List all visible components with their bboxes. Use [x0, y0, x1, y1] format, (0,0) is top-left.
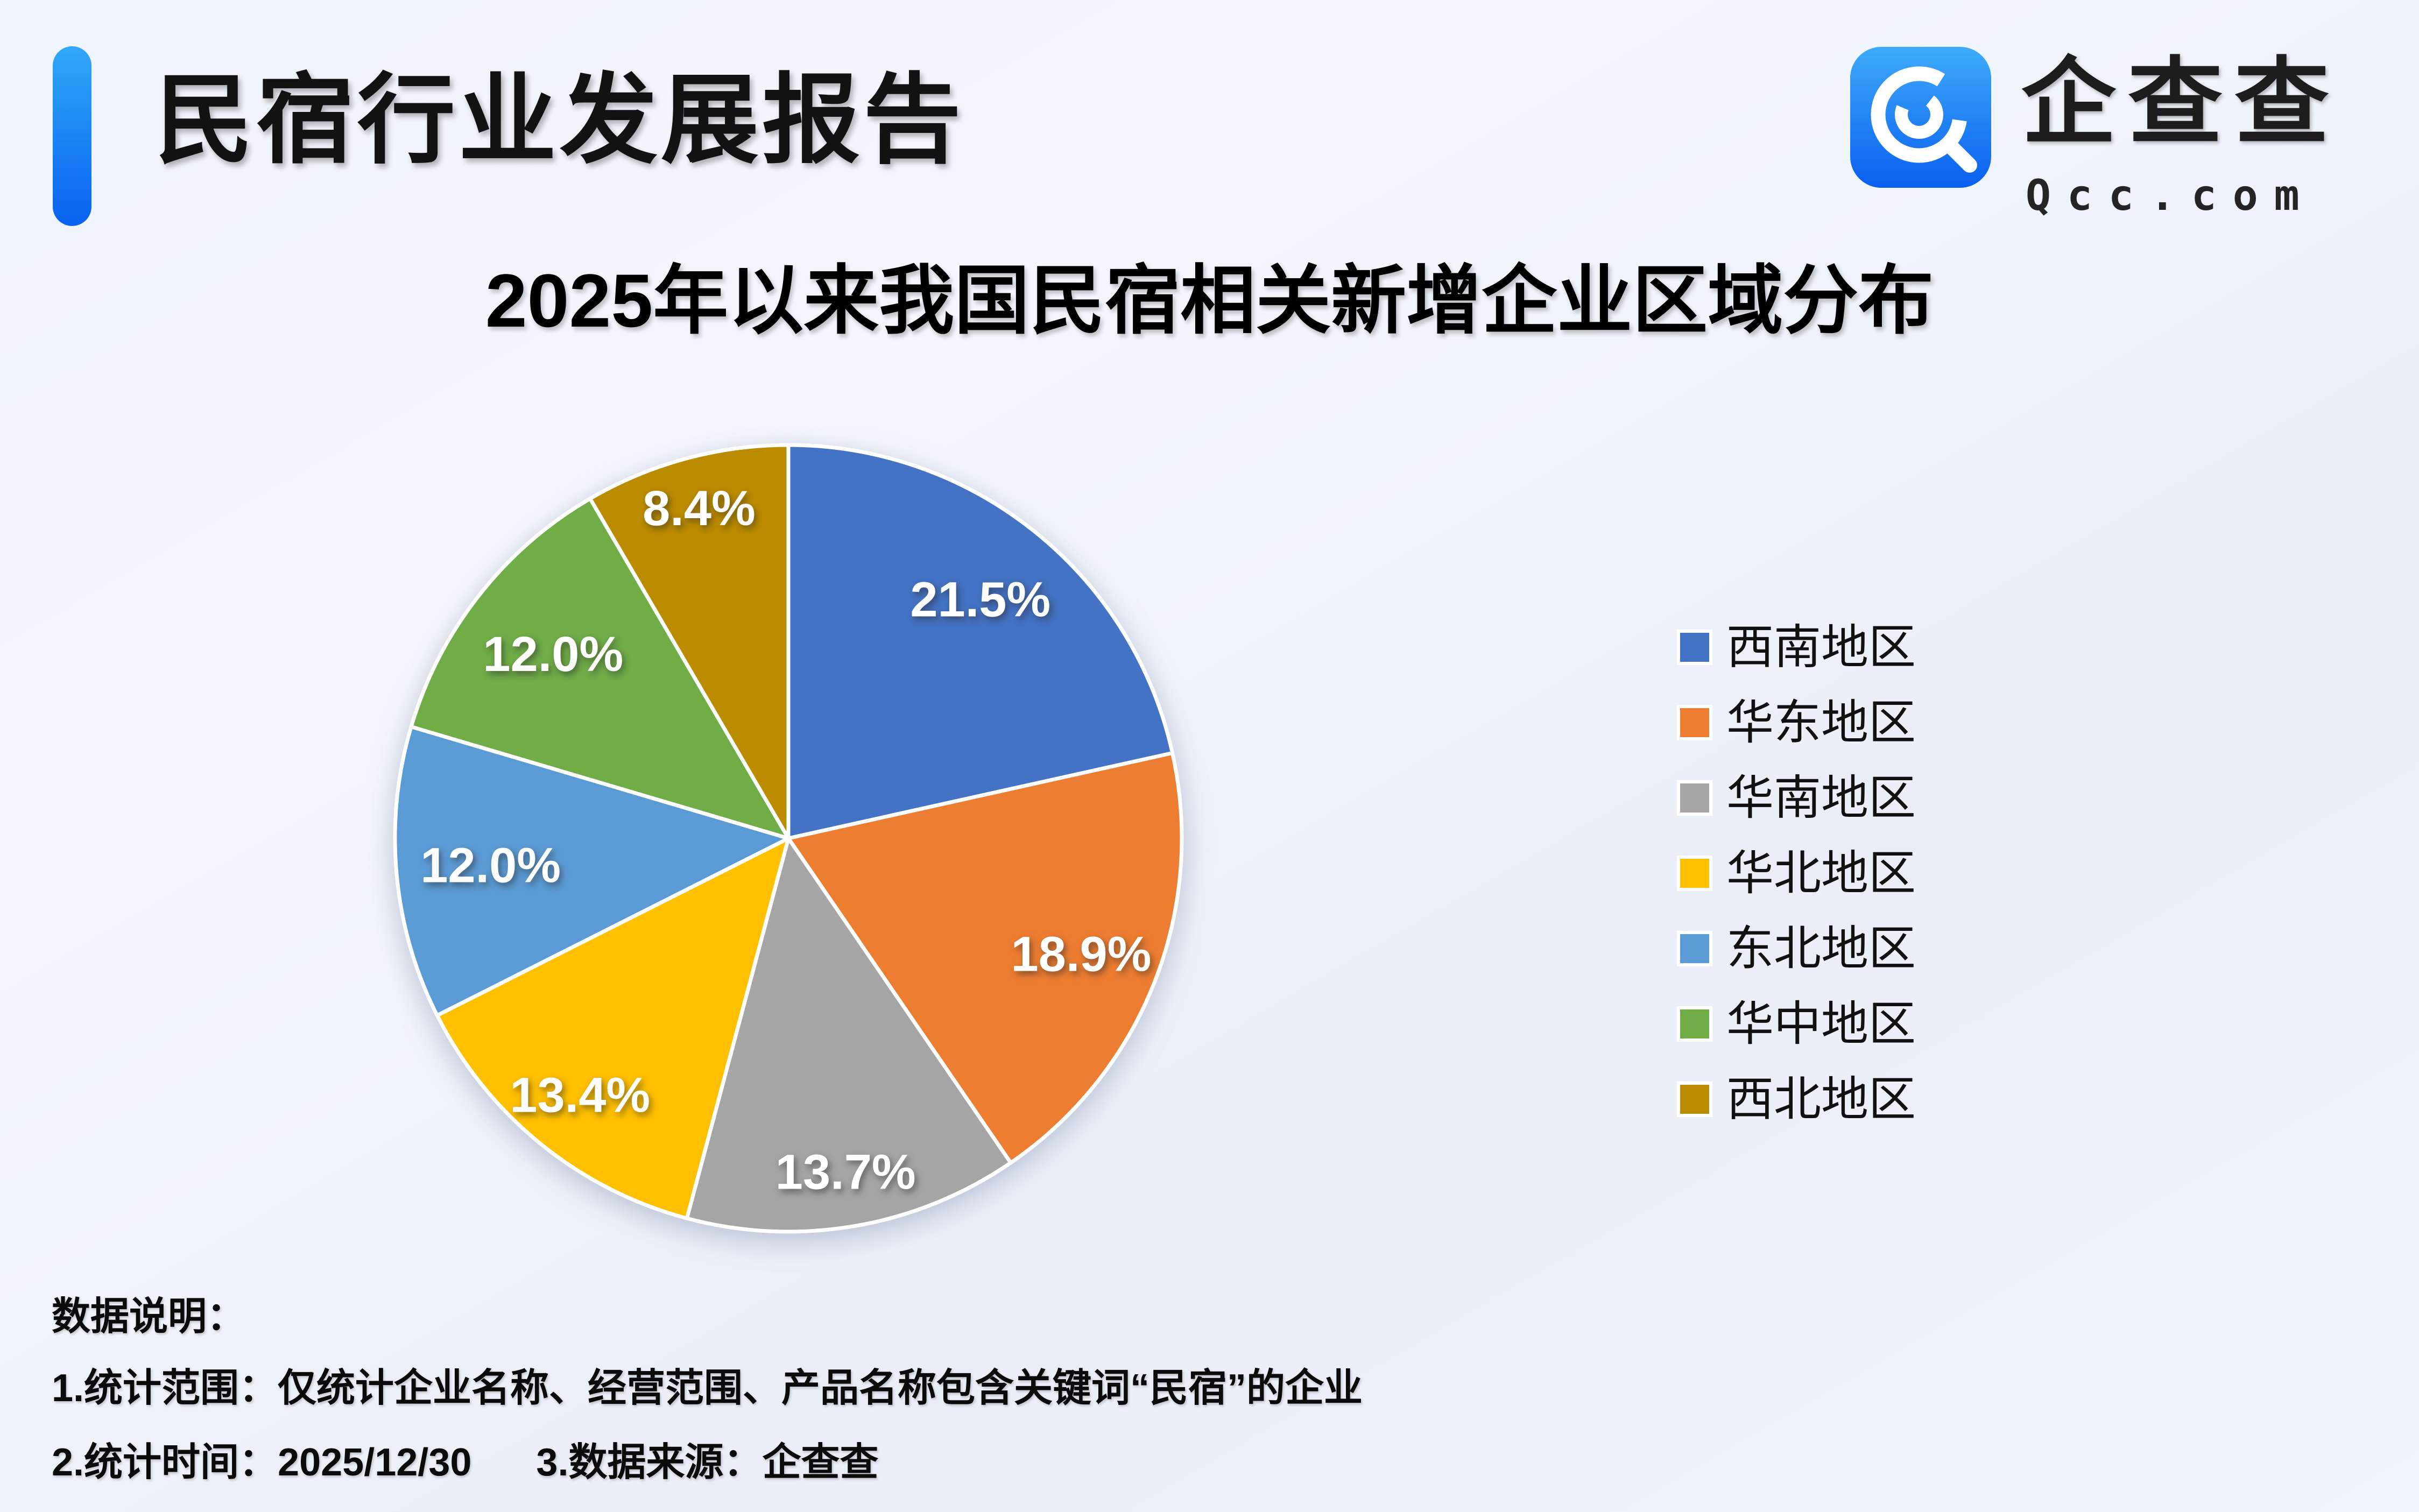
pie-label-西北地区: 8.4% — [643, 481, 756, 536]
legend-label: 华南地区 — [1726, 771, 1916, 824]
pie-label-西南地区: 21.5% — [910, 572, 1050, 627]
legend: 西南地区华东地区华南地区华北地区东北地区华中地区西北地区 — [1680, 610, 1916, 1137]
legend-swatch-icon — [1680, 708, 1709, 737]
pie-label-华中地区: 12.0% — [483, 627, 623, 682]
pie-slice-西北地区 — [588, 443, 791, 840]
brand-domain: Qcc.com — [2026, 172, 2316, 220]
brand-logo: 企查查 Qcc.com — [1850, 47, 2367, 224]
pie-slice-西南地区 — [786, 443, 1175, 840]
footer-heading: 数据说明： — [52, 1295, 246, 1338]
legend-item: 西南地区 — [1680, 610, 1916, 685]
legend-swatch-icon — [1680, 859, 1709, 888]
chart-title: 2025年以来我国民宿相关新增企业区域分布 — [485, 258, 1934, 343]
pie-slice-华东地区 — [786, 751, 1184, 1165]
footer-note-scope: 1.统计范围：仅统计企业名称、经营范围、产品名称包含关键词“民宿”的企业 — [52, 1367, 1363, 1410]
legend-label: 西北地区 — [1726, 1072, 1916, 1126]
legend-label: 西南地区 — [1726, 620, 1916, 674]
pie-label-华东地区: 18.9% — [1011, 927, 1152, 982]
pie-slice-华中地区 — [409, 497, 791, 840]
legend-swatch-icon — [1680, 783, 1709, 812]
legend-swatch-icon — [1680, 934, 1709, 963]
legend-label: 华北地区 — [1726, 846, 1916, 900]
page-title: 民宿行业发展报告 — [155, 65, 964, 175]
legend-label: 华中地区 — [1726, 997, 1916, 1050]
brand-name: 企查查 — [2021, 50, 2342, 156]
legend-swatch-icon — [1680, 1085, 1709, 1114]
pie-slice-华南地区 — [685, 836, 1013, 1234]
legend-label: 华东地区 — [1726, 696, 1916, 749]
legend-item: 华南地区 — [1680, 760, 1916, 836]
legend-label: 东北地区 — [1726, 922, 1916, 975]
accent-bar — [53, 46, 91, 226]
legend-item: 东北地区 — [1680, 911, 1916, 986]
pie-slice-东北地区 — [393, 725, 791, 1018]
footer-note-source: 3.数据来源：企查查 — [536, 1441, 879, 1484]
legend-item: 华北地区 — [1680, 836, 1916, 911]
pie-slice-华北地区 — [435, 836, 791, 1220]
qcc-swirl-icon — [1850, 47, 1991, 188]
pie-label-华南地区: 13.7% — [775, 1145, 916, 1200]
pie-label-东北地区: 12.0% — [420, 838, 561, 893]
footer-note-date: 2.统计时间：2025/12/30 — [52, 1441, 472, 1484]
legend-swatch-icon — [1680, 633, 1709, 662]
legend-item: 华东地区 — [1680, 685, 1916, 760]
pie-label-华北地区: 13.4% — [510, 1068, 650, 1123]
legend-swatch-icon — [1680, 1009, 1709, 1038]
legend-item: 西北地区 — [1680, 1062, 1916, 1137]
footer-note-row: 2.统计时间：2025/12/30 3.数据来源：企查查 — [52, 1443, 878, 1482]
legend-item: 华中地区 — [1680, 986, 1916, 1062]
